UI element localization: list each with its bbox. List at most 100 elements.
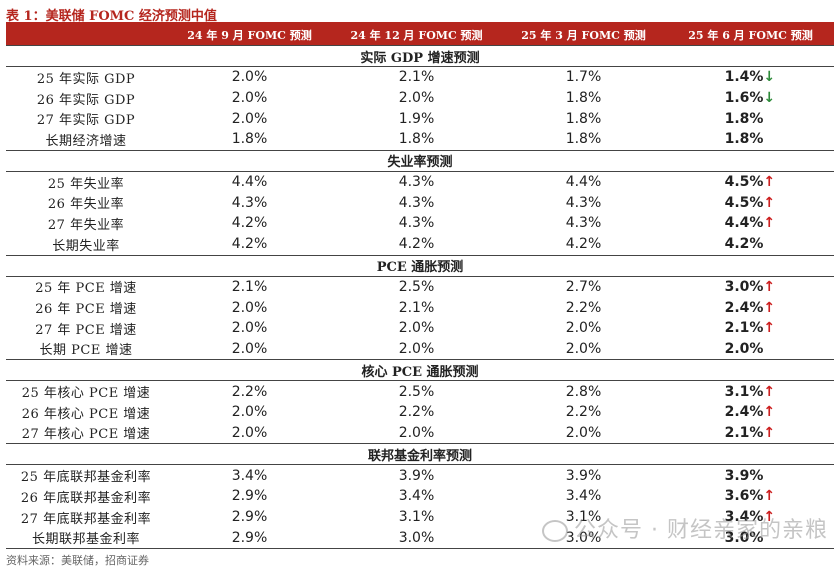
value-cell: 2.0% (398, 90, 435, 107)
value-cell: 3.0% (565, 529, 602, 546)
value-cell: 4.3% (565, 194, 602, 211)
value-cell: 2.0% (231, 69, 268, 86)
header-row: 24 年 9 月 FOMC 预测 24 年 12 月 FOMC 预测 25 年 … (6, 24, 834, 46)
arrow-down-icon: ↓ (763, 90, 776, 107)
row-label: 26 年 PCE 增速 (35, 302, 137, 318)
value-cell: 2.0% (398, 320, 435, 337)
latest-value: 4.2% (724, 236, 764, 253)
arrow-up-icon: ↑ (763, 404, 776, 421)
arrow-up-icon: ↑ (763, 383, 776, 400)
section-heading-text: 失业率预测 (387, 155, 453, 171)
table-row: 27 年核心 PCE 增速 2.0% 2.0% 2.0% 2.1%↑ (6, 423, 834, 444)
latest-value: 4.4% (724, 215, 764, 232)
table-row: 长期联邦基金利率 2.9% 3.0% 3.0% 3.0% (6, 527, 834, 548)
latest-value-cell: 3.0%↑ (667, 276, 834, 297)
value-cell: 2.7% (565, 278, 602, 295)
row-label: 27 年实际 GDP (36, 113, 136, 129)
latest-value-cell: 2.1%↑ (667, 423, 834, 444)
section-header-row: 失业率预测 (6, 149, 834, 172)
row-label: 25 年实际 GDP (36, 71, 136, 87)
value-cell: 2.9% (231, 509, 268, 526)
value-cell: 1.9% (398, 110, 435, 127)
value-cell: 4.4% (231, 174, 268, 191)
arrow-up-icon: ↑ (763, 488, 776, 505)
section-heading: PCE 通胀预测 (6, 254, 834, 277)
value-cell: 2.0% (565, 320, 602, 337)
section-heading: 实际 GDP 增速预测 (6, 45, 834, 67)
value-cell: 2.2% (231, 383, 268, 400)
latest-value-cell: 4.5%↑ (667, 192, 834, 213)
value-cell: 3.0% (398, 529, 435, 546)
row-label: 25 年核心 PCE 增速 (21, 386, 151, 402)
table-row: 27 年 PCE 增速 2.0% 2.0% 2.0% 2.1%↑ (6, 318, 834, 339)
value-cell: 2.0% (231, 424, 268, 441)
value-cell: 2.9% (231, 488, 268, 505)
table-row: 长期经济增速 1.8% 1.8% 1.8% 1.8% (6, 129, 834, 150)
value-cell: 3.4% (398, 488, 435, 505)
value-cell: 4.3% (398, 174, 435, 191)
value-cell: 4.3% (565, 215, 602, 232)
table-row: 25 年失业率 4.4% 4.3% 4.4% 4.5%↑ (6, 171, 834, 192)
value-cell: 2.0% (231, 299, 268, 316)
value-cell: 2.0% (231, 340, 268, 357)
row-label: 26 年实际 GDP (36, 92, 136, 108)
section-heading: 失业率预测 (6, 149, 834, 172)
latest-value: 1.6% (724, 90, 764, 107)
latest-value: 2.1% (724, 320, 764, 337)
table-row: 25 年 PCE 增速 2.1% 2.5% 2.7% 3.0%↑ (6, 276, 834, 297)
value-cell: 2.0% (398, 424, 435, 441)
latest-value-cell: 2.4%↑ (667, 297, 834, 318)
arrow-up-icon: ↑ (763, 320, 776, 337)
arrow-up-icon: ↑ (763, 299, 776, 316)
watermark-text: 公众号 · 财经亲家的亲粮 (574, 518, 828, 543)
section-header-row: PCE 通胀预测 (6, 254, 834, 277)
row-label: 26 年核心 PCE 增速 (21, 406, 151, 422)
section-heading-text: 实际 GDP 增速预测 (360, 50, 480, 66)
value-cell: 3.1% (398, 509, 435, 526)
latest-value-cell: 4.2% (667, 234, 834, 255)
table-row: 25 年核心 PCE 增速 2.2% 2.5% 2.8% 3.1%↑ (6, 381, 834, 402)
arrow-down-icon: ↓ (763, 69, 776, 86)
value-cell: 1.8% (565, 131, 602, 148)
header-cell-label (6, 24, 166, 46)
value-cell: 1.7% (565, 69, 602, 86)
latest-value: 2.4% (724, 299, 764, 316)
value-cell: 2.0% (231, 320, 268, 337)
table-row: 25 年底联邦基金利率 3.4% 3.9% 3.9% 3.9% (6, 465, 834, 486)
value-cell: 2.1% (398, 299, 435, 316)
fomc-forecast-table: 24 年 9 月 FOMC 预测 24 年 12 月 FOMC 预测 25 年 … (6, 24, 834, 548)
table-row: 27 年失业率 4.2% 4.3% 4.3% 4.4%↑ (6, 213, 834, 234)
value-cell: 4.2% (565, 236, 602, 253)
value-cell: 2.5% (398, 278, 435, 295)
latest-value-cell: 3.1%↑ (667, 381, 834, 402)
table-row: 26 年底联邦基金利率 2.9% 3.4% 3.4% 3.6%↑ (6, 486, 834, 507)
value-cell: 2.9% (231, 529, 268, 546)
value-cell: 4.3% (398, 215, 435, 232)
row-label: 27 年底联邦基金利率 (20, 511, 152, 527)
latest-value: 3.4% (724, 509, 764, 526)
latest-value: 3.0% (724, 278, 764, 295)
value-cell: 4.2% (231, 215, 268, 232)
value-cell: 3.4% (231, 467, 268, 484)
value-cell: 2.0% (231, 110, 268, 127)
latest-value: 4.5% (724, 174, 764, 191)
arrow-up-icon: ↑ (763, 174, 776, 191)
section-heading-text: 联邦基金利率预测 (367, 448, 472, 464)
table-row: 25 年实际 GDP 2.0% 2.1% 1.7% 1.4%↓ (6, 67, 834, 88)
arrow-up-icon: ↑ (763, 278, 776, 295)
section-heading: 核心 PCE 通胀预测 (6, 359, 834, 382)
row-label: 25 年 PCE 增速 (35, 281, 137, 297)
row-label: 26 年底联邦基金利率 (20, 490, 152, 506)
latest-value-cell: 2.1%↑ (667, 318, 834, 339)
section-heading-text: PCE 通胀预测 (376, 260, 464, 275)
latest-value-cell: 3.0% (667, 527, 834, 548)
table-row: 26 年实际 GDP 2.0% 2.0% 1.8% 1.6%↓ (6, 88, 834, 109)
value-cell: 2.5% (398, 383, 435, 400)
table-title: 表 1：美联储 FOMC 经济预测中值 (6, 9, 217, 24)
value-cell: 2.2% (565, 299, 602, 316)
row-label: 27 年核心 PCE 增速 (21, 427, 151, 443)
latest-value-cell: 1.4%↓ (667, 67, 834, 88)
title-rule (6, 22, 834, 24)
latest-value: 2.0% (724, 340, 764, 357)
latest-value: 4.5% (724, 194, 764, 211)
